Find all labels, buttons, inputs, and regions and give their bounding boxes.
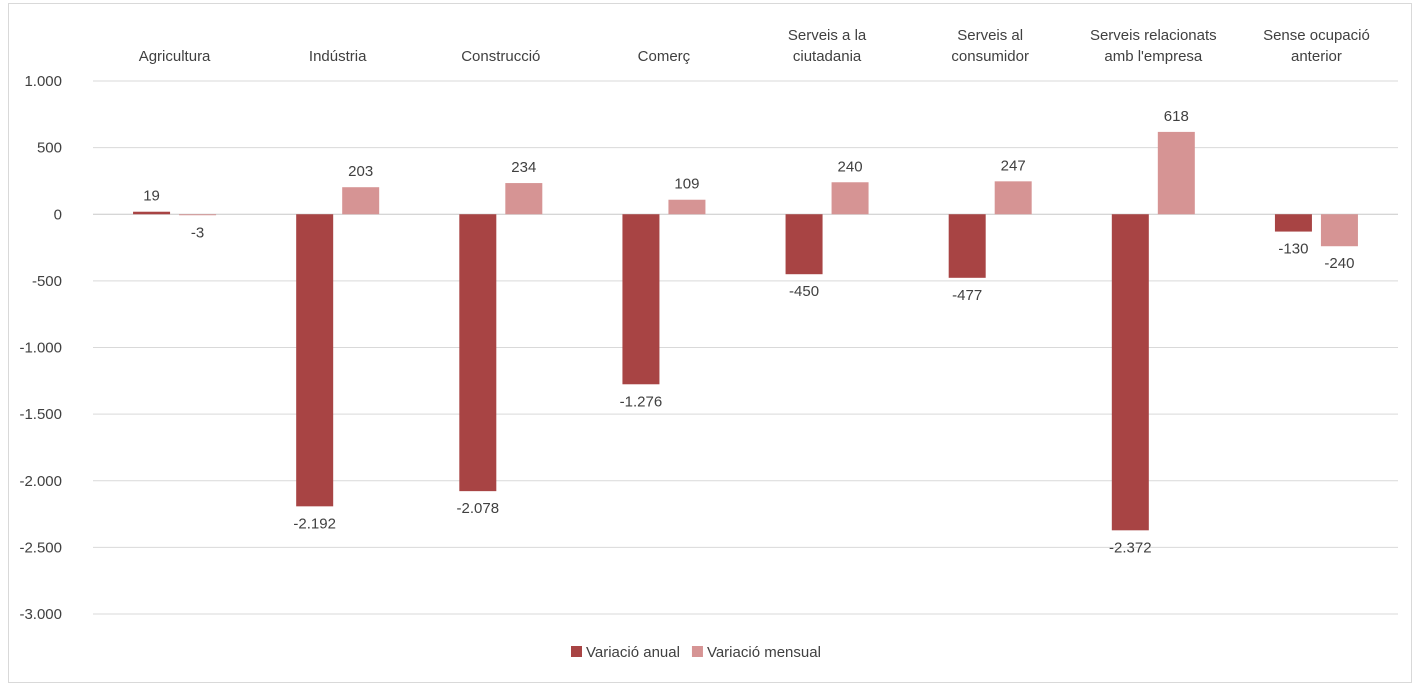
- y-tick-label: 0: [54, 206, 62, 223]
- bar-variacio-mensual: [994, 181, 1032, 215]
- category-label: amb l'empresa: [1104, 48, 1203, 65]
- y-tick-label: 500: [37, 140, 62, 157]
- category-label: ciutadania: [793, 48, 862, 65]
- data-label: -2.192: [293, 515, 336, 532]
- y-tick-label: -2.000: [19, 473, 62, 490]
- y-tick-label: -500: [32, 273, 62, 290]
- category-label: Sense ocupació: [1263, 27, 1370, 44]
- bar-variacio-anual: [459, 214, 497, 492]
- category-label: Serveis a la: [788, 27, 867, 44]
- bar-variacio-mensual: [831, 182, 869, 215]
- category-label: Indústria: [309, 48, 367, 65]
- data-label: 109: [674, 176, 699, 193]
- legend-label: Variació anual: [586, 644, 680, 661]
- category-label: Construcció: [461, 48, 540, 65]
- legend-swatch: [571, 646, 582, 657]
- bar-variacio-anual: [1274, 214, 1312, 232]
- data-label: -2.372: [1109, 539, 1152, 556]
- data-label: -1.276: [620, 393, 663, 410]
- category-label: Agricultura: [139, 48, 211, 65]
- bar-variacio-mensual: [668, 199, 706, 215]
- data-label: -240: [1324, 255, 1354, 272]
- data-label: -450: [789, 283, 819, 300]
- bar-variacio-anual: [948, 214, 986, 278]
- legend-label: Variació mensual: [707, 644, 821, 661]
- data-label: 247: [1001, 157, 1026, 174]
- bar-variacio-anual: [785, 214, 823, 275]
- data-label: 240: [838, 158, 863, 175]
- data-label: 618: [1164, 108, 1189, 125]
- y-tick-label: -1.000: [19, 340, 62, 357]
- category-label: Serveis al: [957, 27, 1023, 44]
- legend-swatch: [691, 646, 703, 657]
- bar-variacio-anual: [1111, 214, 1149, 531]
- chart-frame: [8, 3, 1412, 683]
- bar-variacio-anual: [133, 211, 171, 215]
- data-label: -477: [952, 287, 982, 304]
- y-tick-label: -3.000: [19, 606, 62, 623]
- category-label: anterior: [1291, 48, 1342, 65]
- bar-variacio-mensual: [342, 187, 380, 215]
- data-label: 203: [348, 163, 373, 180]
- category-label: Serveis relacionats: [1090, 27, 1217, 44]
- bar-variacio-mensual: [1320, 214, 1358, 247]
- data-label: 234: [511, 159, 536, 176]
- bar-variacio-mensual: [505, 183, 543, 215]
- bar-variacio-mensual: [179, 214, 217, 216]
- data-label: -130: [1278, 241, 1308, 258]
- y-tick-label: 1.000: [24, 73, 62, 90]
- category-label: Comerç: [638, 48, 691, 65]
- bar-variacio-anual: [622, 214, 660, 385]
- y-tick-label: -1.500: [19, 406, 62, 423]
- data-label: -2.078: [457, 500, 500, 517]
- data-label: 19: [143, 188, 160, 205]
- bar-variacio-anual: [296, 214, 334, 507]
- y-tick-label: -2.500: [19, 539, 62, 556]
- category-label: consumidor: [951, 48, 1029, 65]
- bar-variacio-mensual: [1157, 131, 1195, 215]
- data-label: -3: [191, 224, 204, 241]
